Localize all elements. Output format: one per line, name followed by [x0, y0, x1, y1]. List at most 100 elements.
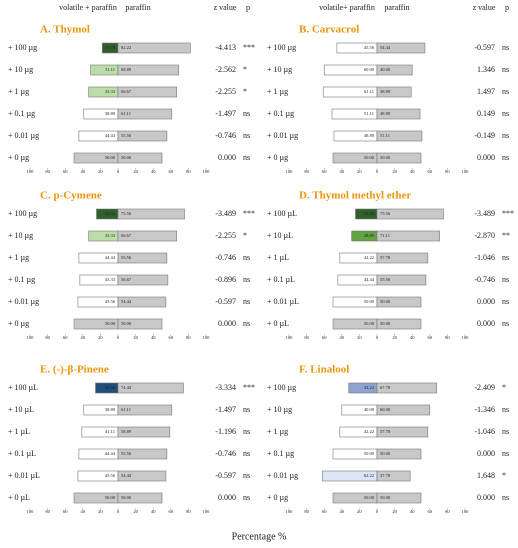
- z-value: 0.000: [477, 319, 495, 328]
- x-tick-label: 80: [445, 509, 450, 514]
- row-label: + 0 µL: [8, 493, 30, 502]
- bar: [117, 404, 173, 416]
- value-label: 60.00: [364, 67, 375, 72]
- p-value: ns: [502, 65, 509, 74]
- row-label: + 10 µg: [267, 405, 292, 414]
- row-label: + 100 µL: [8, 383, 38, 392]
- z-value: -2.255: [215, 231, 236, 240]
- p-value: ns: [502, 43, 509, 52]
- x-tick-label: 40: [81, 509, 86, 514]
- z-value: -2.870: [474, 231, 495, 240]
- bar: [117, 382, 184, 394]
- x-tick-label: 40: [410, 169, 415, 174]
- value-label: 40.00: [380, 67, 391, 72]
- x-tick-label: 40: [81, 169, 86, 174]
- value-label: 45.56: [105, 473, 116, 478]
- p-value: ns: [243, 449, 250, 458]
- bar: [376, 492, 422, 504]
- panel-title: D. Thymol methyl ether: [299, 190, 411, 202]
- value-label: 44.44: [105, 451, 116, 456]
- value-label: 50.00: [380, 321, 391, 326]
- row-label: + 1 µg: [8, 253, 29, 262]
- row-label: + 0.01 µg: [267, 471, 298, 480]
- x-tick-label: 60: [428, 509, 433, 514]
- value-label: 50.00: [380, 495, 391, 500]
- value-label: 44.44: [105, 133, 116, 138]
- row-label: + 0 µg: [267, 153, 288, 162]
- value-label: 55.56: [121, 255, 132, 260]
- column-header: p: [505, 3, 509, 12]
- bar: [117, 42, 191, 54]
- bar: [117, 448, 168, 460]
- legend-label: paraffin: [384, 3, 409, 12]
- p-value: ns: [243, 131, 250, 140]
- bar: [117, 492, 163, 504]
- z-value: 0.000: [218, 493, 236, 502]
- value-label: 24.44: [105, 211, 116, 216]
- row-label: + 100 µg: [8, 43, 37, 52]
- x-tick-label: 0: [376, 169, 379, 174]
- value-label: 50.00: [364, 321, 375, 326]
- z-value: -4.413: [215, 43, 236, 52]
- bar: [376, 42, 426, 54]
- row-label: + 100 µg: [8, 209, 37, 218]
- column-header: z value: [473, 3, 496, 12]
- z-value: 0.000: [218, 153, 236, 162]
- x-tick-label: 20: [133, 335, 138, 340]
- x-tick-label: 100: [27, 169, 35, 174]
- value-label: 31.11: [105, 67, 115, 72]
- value-label: 33.33: [105, 233, 116, 238]
- value-label: 41.11: [105, 429, 115, 434]
- p-value: *: [502, 383, 506, 392]
- value-label: 51.11: [380, 133, 390, 138]
- row-label: + 10 µg: [8, 231, 33, 240]
- x-tick-label: 100: [203, 335, 211, 340]
- bar: [376, 230, 440, 242]
- value-label: 25.56: [105, 385, 116, 390]
- value-label: 55.56: [380, 277, 391, 282]
- value-label: 55.56: [121, 451, 132, 456]
- z-value: -3.489: [215, 209, 236, 218]
- x-tick-label: 60: [322, 169, 327, 174]
- value-label: 17.78: [105, 45, 116, 50]
- x-tick-label: 60: [428, 335, 433, 340]
- row-label: + 0.1 µg: [8, 275, 35, 284]
- p-value: ns: [502, 253, 509, 262]
- p-value: ns: [243, 405, 250, 414]
- p-value: ns: [243, 253, 250, 262]
- p-value: **: [502, 231, 510, 240]
- value-label: 50.00: [364, 155, 375, 160]
- p-value: ***: [243, 43, 255, 52]
- x-tick-label: 80: [304, 169, 309, 174]
- x-tick-label: 40: [410, 509, 415, 514]
- x-tick-label: 100: [462, 335, 470, 340]
- value-label: 48.89: [380, 111, 391, 116]
- row-label: + 0 µg: [267, 493, 288, 502]
- row-label: + 0.01 µL: [8, 471, 40, 480]
- p-value: ns: [243, 275, 250, 284]
- x-tick-label: 0: [376, 335, 379, 340]
- x-tick-label: 40: [340, 509, 345, 514]
- value-label: 42.22: [364, 255, 374, 260]
- column-header: z value: [214, 3, 237, 12]
- x-tick-label: 100: [462, 169, 470, 174]
- value-label: 60.00: [380, 407, 391, 412]
- z-value: -0.746: [215, 449, 236, 458]
- value-label: 50.00: [380, 155, 391, 160]
- z-value: -1.046: [474, 427, 495, 436]
- value-label: 54.44: [121, 299, 132, 304]
- x-tick-label: 40: [151, 335, 156, 340]
- row-label: + 0.01 µg: [8, 297, 39, 306]
- z-value: 1.648: [477, 471, 495, 480]
- p-value: ns: [502, 297, 509, 306]
- z-value: -0.746: [474, 275, 495, 284]
- x-tick-label: 20: [357, 509, 362, 514]
- row-label: + 1 µL: [267, 253, 289, 262]
- bar: [117, 252, 168, 264]
- value-label: 57.78: [380, 429, 391, 434]
- p-value: *: [243, 65, 247, 74]
- bar: [376, 448, 422, 460]
- x-tick-label: 100: [27, 335, 35, 340]
- p-value: ns: [502, 405, 509, 414]
- z-value: -2.562: [215, 65, 236, 74]
